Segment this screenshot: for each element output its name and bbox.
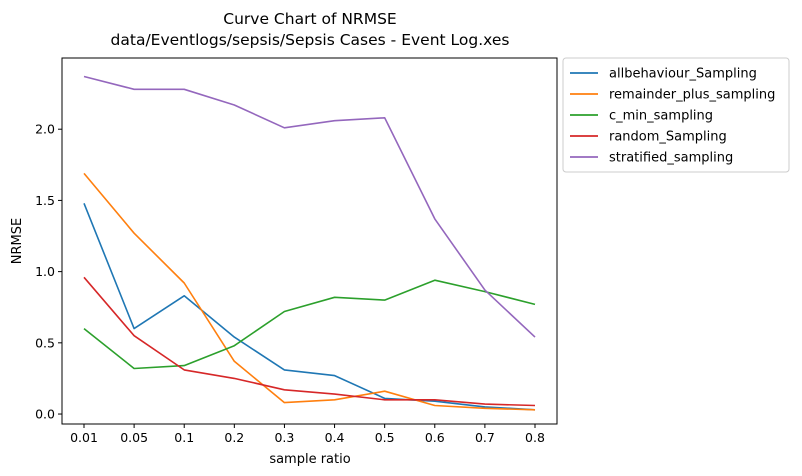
x-axis-label: sample ratio xyxy=(269,452,350,467)
x-tick-label: 0.7 xyxy=(475,430,495,445)
series-line-remainder-plus-sampling xyxy=(83,172,536,411)
y-tick-label: 0.0 xyxy=(35,407,55,422)
series-line-allbehaviour-sampling xyxy=(83,203,536,411)
legend-label-allbehaviour-sampling: allbehaviour_Sampling xyxy=(609,67,757,82)
series-line-random-sampling xyxy=(83,276,536,407)
legend-label-remainder-plus-sampling: remainder_plus_sampling xyxy=(609,88,775,103)
y-axis-label: NRMSE xyxy=(10,218,25,264)
legend-label-c-min-sampling: c_min_sampling xyxy=(609,109,713,124)
plot-frame xyxy=(61,57,558,425)
x-tick-label: 0.1 xyxy=(174,430,194,445)
series-line-stratified-sampling xyxy=(83,75,536,338)
y-tick-label: 0.5 xyxy=(35,335,55,350)
legend: allbehaviour_Sampling remainder_plus_samp… xyxy=(562,57,790,173)
chart-title: Curve Chart of NRMSE xyxy=(223,10,396,28)
y-tick-label: 1.5 xyxy=(35,193,55,208)
legend-label-random-sampling: random_Sampling xyxy=(609,130,727,145)
plot-lines xyxy=(83,75,536,411)
y-axis: 0.0 0.5 1.0 1.5 2.0 xyxy=(35,122,62,422)
chart-subtitle: data/Eventlogs/sepsis/Sepsis Cases - Eve… xyxy=(111,31,510,49)
y-tick-label: 2.0 xyxy=(35,122,55,137)
x-tick-label: 0.2 xyxy=(224,430,244,445)
x-axis: 0.01 0.05 0.1 0.2 0.3 0.4 0.5 0.6 0.7 0.8 xyxy=(70,424,545,445)
x-tick-label: 0.4 xyxy=(325,430,345,445)
x-tick-label: 0.01 xyxy=(70,430,98,445)
x-tick-label: 0.6 xyxy=(425,430,445,445)
x-tick-label: 0.05 xyxy=(120,430,148,445)
series-line-c-min-sampling xyxy=(83,279,536,370)
y-tick-label: 1.0 xyxy=(35,264,55,279)
x-tick-label: 0.5 xyxy=(375,430,395,445)
legend-label-stratified-sampling: stratified_sampling xyxy=(609,151,733,166)
legend-frame xyxy=(562,57,790,173)
x-tick-label: 0.3 xyxy=(274,430,294,445)
x-tick-label: 0.8 xyxy=(525,430,545,445)
